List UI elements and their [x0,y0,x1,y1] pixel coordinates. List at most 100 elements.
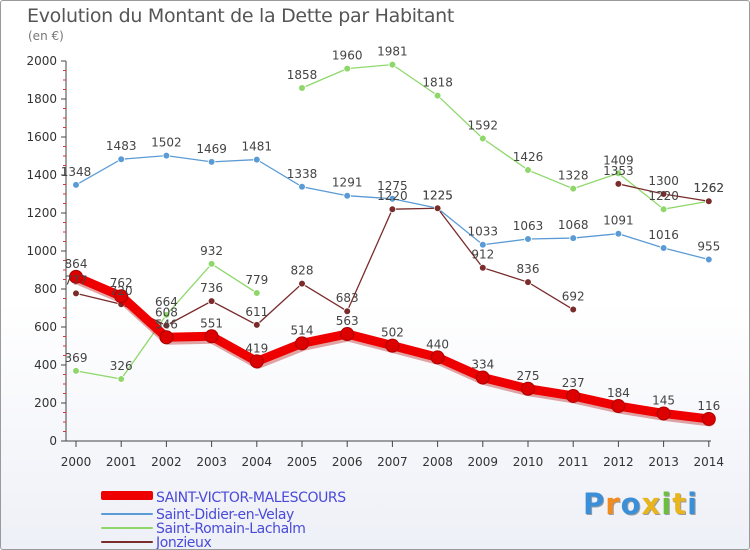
data-label-saint-victor-malescours: 145 [652,393,675,407]
data-label-saint-victor-malescours: 275 [517,369,540,383]
x-tick-label: 2004 [242,455,273,469]
series-point-saint-romain-lachalm [478,134,487,143]
series-point-saint-victor-malescours [114,289,129,304]
data-label-saint-romain-lachalm: 1409 [603,153,634,167]
data-label-saint-romain-lachalm: 1262 [694,181,725,195]
x-tick-label: 2013 [648,455,679,469]
series-point-saint-romain-lachalm [388,60,397,69]
series-point-saint-victor-malescours [521,381,535,396]
series-line-saint-romain-lachalm [301,63,709,210]
x-tick-label: 2011 [558,455,589,469]
series-point-jonzieux [614,180,623,188]
chart-lines [69,60,716,427]
chart-axes: 0 200 400 600 800 1000 1200 1400 1600 1800 2000 200… [26,54,724,469]
data-label-saint-romain-lachalm: 326 [110,359,133,373]
x-tick-label: 2010 [513,455,544,469]
data-label-saint-didier-en-velay: 1063 [513,219,544,233]
data-label-saint-romain-lachalm: 1328 [558,169,589,183]
data-label-jonzieux: 1225 [422,188,453,202]
data-label-saint-romain-lachalm: 1858 [287,68,318,82]
data-label-saint-didier-en-velay: 1091 [603,214,634,228]
series-point-saint-romain-lachalm [253,289,261,297]
series-point-saint-romain-lachalm [298,84,306,92]
x-tick-label: 2002 [151,455,182,469]
data-label-saint-victor-malescours: 440 [426,337,449,351]
y-tick-label: 1600 [26,130,57,144]
data-label-saint-romain-lachalm: 1220 [648,189,679,203]
series-point-jonzieux [569,305,577,314]
chart-title: Evolution du Montant de la Dette par Hab… [27,5,455,27]
data-label-saint-romain-lachalm: 1426 [513,150,544,164]
data-label-saint-victor-malescours: 551 [200,316,223,330]
data-label-saint-didier-en-velay: 1483 [106,139,137,153]
data-label-jonzieux: 836 [517,262,540,276]
series-point-saint-didier-en-velay [659,244,668,252]
y-tick-label: 200 [34,396,57,410]
series-point-saint-didier-en-velay [207,158,216,166]
series-point-saint-didier-en-velay [72,181,80,189]
series-line-jonzieux [75,207,574,327]
data-label-jonzieux: 608 [155,305,178,319]
data-label-saint-victor-malescours: 762 [110,276,133,290]
data-label-saint-didier-en-velay: 1481 [242,140,273,154]
data-label-saint-didier-en-velay: 1291 [332,176,363,190]
data-label-saint-victor-malescours: 334 [471,358,494,372]
data-label-jonzieux: 1300 [648,174,679,188]
series-point-saint-romain-lachalm [343,64,352,73]
series-point-saint-romain-lachalm [72,367,80,375]
x-tick-label: 2014 [694,455,725,469]
series-point-saint-victor-malescours [430,350,445,365]
legend-label: SAINT-VICTOR-MALESCOURS [156,490,346,506]
series-point-jonzieux [72,289,80,298]
series-point-jonzieux [388,205,397,214]
series-point-saint-didier-en-velay [117,155,125,164]
logo-letter: r [605,487,621,521]
series-point-saint-didier-en-velay [343,191,352,200]
data-label-saint-didier-en-velay: 1338 [287,167,318,181]
series-point-saint-romain-lachalm [524,166,532,174]
data-label-saint-romain-lachalm: 1981 [377,45,408,59]
data-label-saint-victor-malescours: 864 [65,257,88,271]
data-label-jonzieux: 912 [471,248,494,262]
data-label-saint-romain-lachalm: 1818 [422,76,453,90]
y-tick-label: 1400 [26,168,57,182]
chart-unit-label: (en €) [28,29,64,43]
x-tick-label: 2006 [332,455,363,469]
series-point-saint-victor-malescours [249,354,264,369]
series-point-saint-victor-malescours [159,330,174,345]
y-tick-label: 1200 [26,206,57,220]
legend-label: Saint-Didier-en-Velay [156,507,294,523]
series-point-saint-victor-malescours [566,388,581,403]
legend-swatch [101,491,153,500]
series-point-saint-didier-en-velay [569,234,577,242]
series-point-jonzieux [704,197,713,206]
data-label-saint-victor-malescours: 502 [381,326,404,340]
series-point-saint-romain-lachalm [117,375,125,383]
series-point-saint-didier-en-velay [478,240,487,249]
proxiti-logo: Proxiti [583,487,698,521]
data-label-jonzieux: 1353 [603,164,634,178]
data-label-saint-romain-lachalm: 779 [245,273,268,287]
series-point-jonzieux [478,263,487,272]
series-point-saint-victor-malescours [656,406,671,421]
chart-data-labels: 864 762 546 551 419 514 563 502 440 334 275 237 184 1… [61,45,724,413]
data-label-jonzieux: 828 [291,264,314,278]
x-tick-label: 2012 [603,455,634,469]
series-point-saint-romain-lachalm [569,184,577,193]
logo-letter: x [641,487,662,521]
data-label-saint-didier-en-velay: 1275 [377,179,408,193]
legend-label: Saint-Romain-Lachalm [156,521,306,537]
logo-letter: P [583,487,606,521]
y-tick-label: 0 [49,434,57,448]
series-point-jonzieux [343,307,352,316]
x-tick-label: 2000 [61,455,92,469]
data-label-saint-didier-en-velay: 1033 [468,225,499,239]
legend-label: Jonzieux [156,535,212,550]
data-label-saint-romain-lachalm: 1960 [332,49,363,63]
logo-letter: o [620,487,642,521]
series-point-saint-victor-malescours [385,338,400,353]
series-point-saint-romain-lachalm [659,205,668,214]
data-label-jonzieux: 777 [65,273,88,287]
